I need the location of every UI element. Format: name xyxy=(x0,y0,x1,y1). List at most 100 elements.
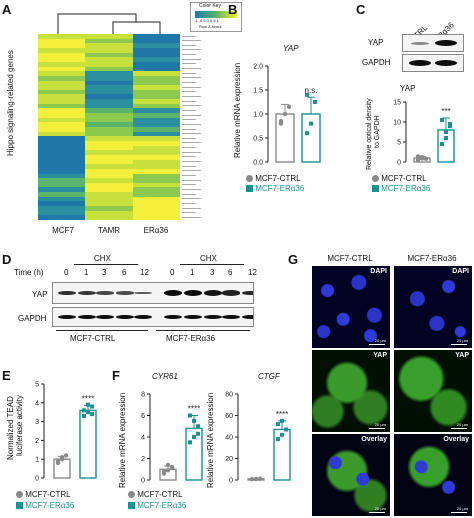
data-point xyxy=(415,154,421,159)
legend-f-ctrl: MCF7-CTRL xyxy=(128,490,183,499)
heatmap-cell xyxy=(132,145,181,151)
micrograph-yap-ctrl: YAP 20 μm xyxy=(312,350,390,432)
heatmap-cell xyxy=(132,38,181,44)
blot-band xyxy=(116,291,134,295)
heatmap-cell xyxy=(132,159,181,165)
heatmap-cell xyxy=(38,206,86,212)
data-point xyxy=(82,408,86,413)
micrograph-overlay-ctrl: Overlay 20 μm xyxy=(312,434,390,516)
scale-bar xyxy=(451,428,467,429)
heatmap-cell xyxy=(132,80,181,86)
heatmap-cell xyxy=(85,127,134,133)
panel-f-letter: F xyxy=(112,368,120,383)
heatmap-cell xyxy=(85,99,134,105)
heatmap-cell xyxy=(132,150,181,156)
heatmap-cell xyxy=(38,75,86,81)
heatmap-cell xyxy=(38,182,86,188)
legend-dot xyxy=(246,175,253,183)
heatmap-cell xyxy=(38,103,86,109)
heatmap-cell xyxy=(38,201,86,207)
gene-name-line xyxy=(182,202,196,204)
scale-bar-label: 20 μm xyxy=(456,338,468,343)
color-key-title: Color Key xyxy=(199,3,221,9)
heatmap-cell xyxy=(38,66,86,72)
gene-name-line xyxy=(182,123,201,125)
gene-name-line xyxy=(182,198,201,200)
heatmap-cell xyxy=(132,47,181,54)
legend-label: MCF7-CTRL xyxy=(137,490,183,499)
scale-bar-label: 20 μm xyxy=(456,506,468,511)
y-tick-label: 2 xyxy=(35,438,39,445)
heatmap-cell xyxy=(85,85,134,91)
significance-label: **** xyxy=(188,405,200,414)
blot-band xyxy=(204,315,222,319)
panel-c-letter: C xyxy=(356,2,366,17)
heatmap-color-key: Color Key -1 -0.5 0 0.5 1 Row Z-score xyxy=(190,2,242,32)
y-tick-label: 5 xyxy=(397,140,401,147)
heatmap-cell xyxy=(132,136,181,142)
heatmap-cell xyxy=(85,159,134,165)
heatmap-cell xyxy=(85,103,134,109)
heatmap-cell xyxy=(132,99,181,105)
heatmap-cell xyxy=(38,108,86,114)
significance-label: **** xyxy=(276,410,288,419)
data-point xyxy=(448,124,452,128)
blot-band xyxy=(164,315,182,319)
chx-line-era xyxy=(180,264,244,265)
color-key-ticks: -1 -0.5 0 0.5 1 xyxy=(194,18,219,23)
legend-label: MCF7-ERα36 xyxy=(381,184,431,193)
heatmap-cell xyxy=(38,164,86,170)
data-point xyxy=(63,453,69,458)
heatmap-cell xyxy=(85,34,134,40)
heatmap-cell xyxy=(38,52,86,58)
micrograph-label: YAP xyxy=(455,352,469,359)
heatmap-cell xyxy=(132,206,181,212)
y-tick-label: 8 xyxy=(141,392,145,399)
heatmap-cell xyxy=(85,71,134,77)
data-point xyxy=(90,412,94,417)
time-point-label: 6 xyxy=(228,268,233,277)
data-point xyxy=(86,402,90,407)
panel-b-ylabel: Relative mRNA expression xyxy=(233,62,242,158)
heatmap-cell xyxy=(85,192,134,198)
gene-name-line xyxy=(182,161,201,163)
scale-bar-label: 20 μm xyxy=(374,422,386,427)
heatmap-cell xyxy=(38,43,86,49)
blot-band xyxy=(58,315,76,319)
legend-label: MCF7-CTRL xyxy=(381,174,427,183)
chx-label-ctrl: CHX xyxy=(94,254,111,263)
blot-band xyxy=(164,290,182,296)
time-point-label: 0 xyxy=(170,268,175,277)
heatmap-cell xyxy=(132,103,181,109)
data-point xyxy=(86,410,90,415)
heatmap-cell xyxy=(132,34,181,40)
heatmap-cell xyxy=(132,210,181,216)
heatmap-cell xyxy=(85,117,134,123)
gene-name-line xyxy=(182,188,201,190)
heatmap-cell xyxy=(132,52,181,58)
legend-b-era: MCF7-ERα36 xyxy=(246,184,304,193)
significance-label: **** xyxy=(82,395,94,404)
heatmap-cell xyxy=(85,201,134,207)
heatmap-cell xyxy=(132,57,181,63)
heatmap-cell xyxy=(85,210,134,216)
data-point xyxy=(196,424,200,429)
heatmap-cell xyxy=(132,173,181,179)
panel-g-letter: G xyxy=(288,252,299,267)
gene-name-line xyxy=(182,58,201,60)
heatmap-cell xyxy=(85,94,134,100)
panel-b-title: YAP xyxy=(283,44,299,53)
gene-name-line xyxy=(182,86,201,88)
heatmap-cell xyxy=(85,215,134,221)
gene-name-line xyxy=(182,142,201,144)
data-point xyxy=(313,100,317,104)
y-tick-label: 10 xyxy=(393,120,401,127)
legend-label: MCF7-ERα36 xyxy=(137,501,187,510)
color-key-gradient xyxy=(195,11,237,18)
gene-name-line xyxy=(182,184,196,186)
heatmap-cell xyxy=(132,201,181,207)
heatmap-cell xyxy=(132,122,181,128)
heatmap-cell xyxy=(38,57,86,63)
significance-label: *** xyxy=(441,107,450,116)
heatmap-cell xyxy=(38,113,86,119)
